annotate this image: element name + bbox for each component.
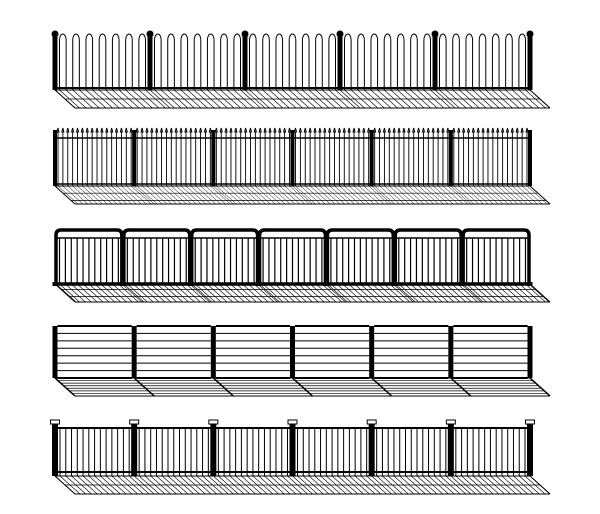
fence-barrier-panel — [0, 222, 600, 314]
fence-silhouette-collection — [0, 0, 600, 514]
fence-spear-picket — [0, 126, 600, 218]
fence-horizontal-rail — [0, 318, 600, 410]
fence-hoop-top — [0, 30, 600, 122]
fence-flat-top-picket — [0, 414, 600, 506]
